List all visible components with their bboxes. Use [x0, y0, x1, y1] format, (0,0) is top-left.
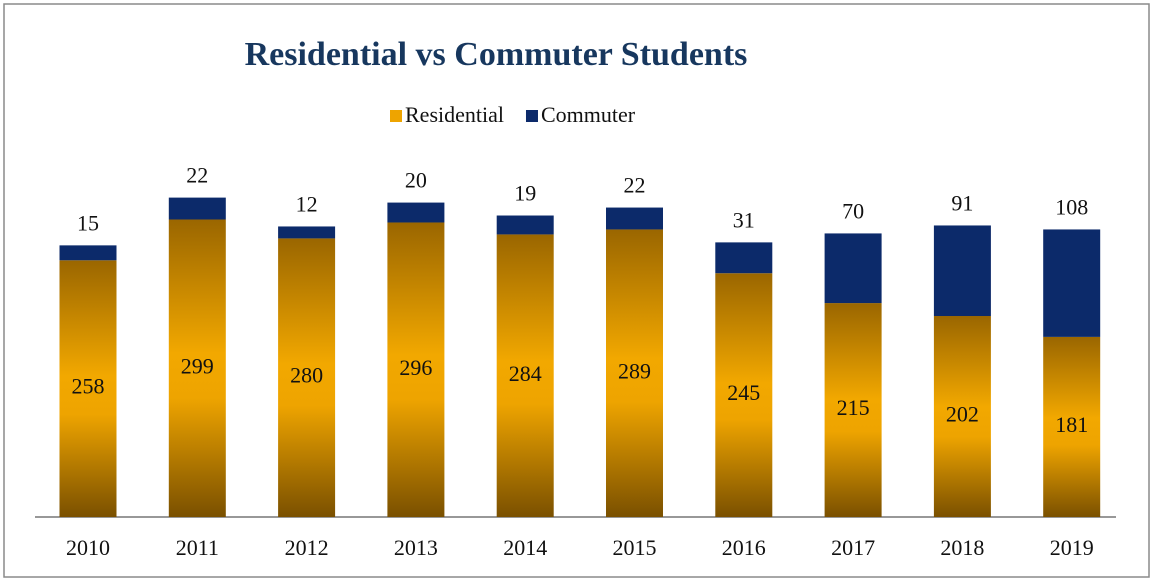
bar-segment — [606, 229, 663, 517]
x-tick-label: 2012 — [285, 535, 329, 560]
data-label: 70 — [842, 198, 864, 223]
legend-label: Residential — [405, 102, 504, 127]
x-tick-label: 2018 — [940, 535, 984, 560]
bar-segment — [387, 202, 445, 223]
data-label: 22 — [624, 173, 646, 198]
legend-label: Commuter — [541, 102, 636, 127]
data-label: 15 — [77, 210, 99, 235]
data-label: 215 — [837, 395, 870, 420]
bar-segment — [278, 226, 336, 239]
x-tick-label: 2014 — [503, 535, 547, 560]
data-label: 280 — [290, 363, 323, 388]
data-label: 108 — [1055, 194, 1088, 219]
bar-segment — [278, 238, 336, 517]
x-tick-label: 2015 — [613, 535, 657, 560]
bar-segment — [59, 245, 117, 261]
data-label: 299 — [181, 353, 214, 378]
data-label: 296 — [399, 355, 432, 380]
bar-segment — [933, 225, 991, 317]
legend-swatch — [525, 110, 538, 122]
data-label: 245 — [727, 380, 760, 405]
legend: Residential Commuter — [390, 102, 636, 127]
data-label: 22 — [186, 163, 208, 188]
data-label: 20 — [405, 168, 427, 193]
data-label: 289 — [618, 358, 651, 383]
legend-swatch — [390, 110, 402, 122]
x-tick-label: 2010 — [66, 535, 110, 560]
chart-title: Residential vs Commuter Students — [245, 36, 748, 73]
data-label: 258 — [72, 374, 105, 399]
bar-segment — [496, 234, 554, 518]
data-label: 31 — [733, 207, 755, 232]
data-label: 91 — [951, 191, 973, 216]
x-tick-label: 2011 — [176, 535, 219, 560]
data-label: 12 — [296, 192, 318, 217]
bar-segment — [168, 219, 226, 517]
bar-segment — [168, 197, 226, 220]
bar-segment — [824, 303, 882, 517]
data-label: 284 — [509, 361, 542, 386]
x-tick-label: 2017 — [831, 535, 875, 560]
data-label: 19 — [514, 181, 536, 206]
x-tick-label: 2016 — [722, 535, 766, 560]
x-tick-label: 2019 — [1050, 535, 1094, 560]
bar-segment — [715, 273, 773, 517]
bar-segment — [59, 260, 117, 517]
bar-segment — [715, 242, 773, 274]
bar-segment — [933, 316, 991, 517]
bar-segment — [606, 207, 663, 230]
bar-segment — [1043, 229, 1101, 337]
data-label: 202 — [946, 402, 979, 427]
bar-segment — [1043, 336, 1101, 517]
bar-segment — [496, 215, 554, 235]
bar-segment — [824, 233, 882, 304]
x-tick-label: 2013 — [394, 535, 438, 560]
data-label: 181 — [1055, 412, 1088, 437]
bar-segment — [387, 222, 445, 518]
